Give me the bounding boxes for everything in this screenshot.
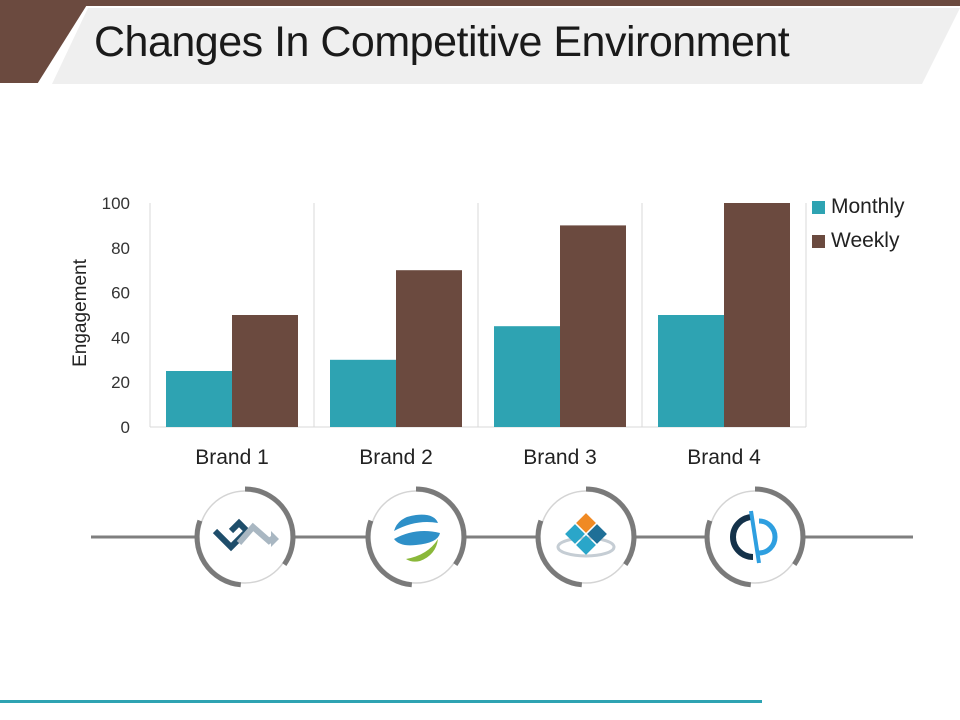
bar-weekly-brand-1 xyxy=(232,315,298,427)
brand-logo-1 xyxy=(194,486,296,588)
bar-monthly-brand-1 xyxy=(166,371,232,427)
logo-ring-arc-bottom xyxy=(365,519,413,588)
bar-weekly-brand-2 xyxy=(396,270,462,427)
split-half-dark xyxy=(730,514,754,560)
chain-arrow-head xyxy=(271,531,279,547)
globe-swoosh-middle xyxy=(394,531,440,546)
bar-monthly-brand-2 xyxy=(330,359,396,427)
y-tick-label: 20 xyxy=(111,373,130,392)
logo-ring-arc-top xyxy=(415,486,467,566)
bar-weekly-brand-4 xyxy=(724,203,790,427)
brand-logo-3 xyxy=(535,486,637,588)
split-slash xyxy=(749,510,761,564)
split-half-light xyxy=(758,518,778,556)
slide-title: Changes In Competitive Environment xyxy=(94,18,790,66)
swoosh-globe-logo-icon xyxy=(394,514,440,562)
logo-ring-arc-bottom xyxy=(194,519,242,588)
legend-item-monthly: Monthly xyxy=(812,190,905,224)
globe-swoosh-top xyxy=(394,514,438,531)
brand-logo-4 xyxy=(704,486,806,588)
y-tick-label: 60 xyxy=(111,284,130,303)
logo-ring-arc-bottom xyxy=(535,519,583,588)
legend-swatch-monthly xyxy=(812,200,825,214)
y-tick-label: 0 xyxy=(121,418,130,437)
legend-item-weekly: Weekly xyxy=(812,224,905,258)
x-category-label: Brand 3 xyxy=(523,446,597,469)
legend-label-monthly: Monthly xyxy=(831,195,905,218)
legend-label-weekly: Weekly xyxy=(831,229,900,252)
legend-swatch-weekly xyxy=(812,234,825,248)
chart-legend: Monthly Weekly xyxy=(812,190,905,258)
y-axis-title: Engagement xyxy=(70,258,91,366)
bar-weekly-brand-3 xyxy=(560,225,626,427)
logo-ring-arc-top xyxy=(585,486,637,566)
x-category-label: Brand 2 xyxy=(359,446,433,469)
chain-arrows-logo-icon xyxy=(212,518,279,552)
split-circle-logo-icon xyxy=(730,510,778,564)
bar-monthly-brand-4 xyxy=(658,315,724,427)
brand-logo-2 xyxy=(365,486,467,588)
x-category-label: Brand 4 xyxy=(687,446,761,469)
y-tick-label: 40 xyxy=(111,328,130,347)
y-tick-label: 80 xyxy=(111,239,130,258)
top-accent-stripe xyxy=(0,0,960,6)
bar-monthly-brand-3 xyxy=(494,326,560,427)
logo-ring-arc-bottom xyxy=(704,519,752,588)
title-band xyxy=(52,8,960,84)
bottom-accent-line xyxy=(0,700,762,703)
logo-ring-arc-top xyxy=(244,486,296,566)
logo-ring-arc-top xyxy=(754,486,806,566)
globe-swoosh-bottom xyxy=(406,539,438,562)
brand-logo-timeline xyxy=(91,486,913,588)
y-tick-label: 100 xyxy=(102,194,130,213)
x-category-label: Brand 1 xyxy=(195,446,269,469)
bar-chart: 0 20 40 60 80 100 Engagement Brand 1 Brand 2 Bran… xyxy=(70,194,807,469)
